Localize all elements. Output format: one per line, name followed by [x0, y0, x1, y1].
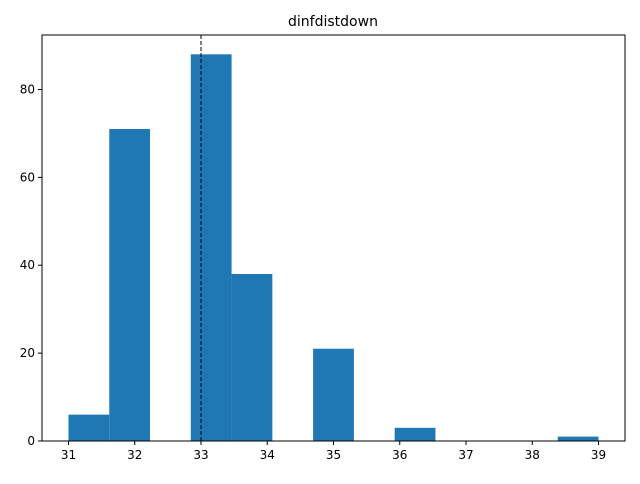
histogram-bar	[313, 348, 354, 441]
x-tick-label: 37	[458, 448, 473, 462]
y-tick-label: 80	[20, 82, 35, 96]
x-tick-label: 39	[591, 448, 606, 462]
x-tick-label: 31	[61, 448, 76, 462]
bars-group	[68, 54, 599, 441]
x-tick-label: 33	[193, 448, 208, 462]
y-tick-label: 60	[20, 170, 35, 184]
histogram-bar	[394, 427, 436, 441]
histogram-bar	[68, 414, 110, 441]
x-tick-label: 36	[392, 448, 407, 462]
chart-title: dinfdistdown	[288, 14, 378, 30]
histogram-bar	[557, 436, 599, 441]
y-axis-ticks: 0 20 40 60 80	[20, 82, 42, 448]
x-tick-label: 32	[127, 448, 142, 462]
x-tick-label: 38	[525, 448, 540, 462]
histogram-bar	[190, 54, 232, 441]
y-tick-label: 40	[20, 258, 35, 272]
histogram-bar	[231, 274, 273, 441]
y-tick-label: 0	[27, 434, 35, 448]
histogram-bar	[109, 129, 151, 441]
x-tick-label: 34	[260, 448, 275, 462]
x-axis-ticks: 31 32 33 34 35 36 37 38 39	[61, 441, 606, 462]
x-tick-label: 35	[326, 448, 341, 462]
y-tick-label: 20	[20, 346, 35, 360]
